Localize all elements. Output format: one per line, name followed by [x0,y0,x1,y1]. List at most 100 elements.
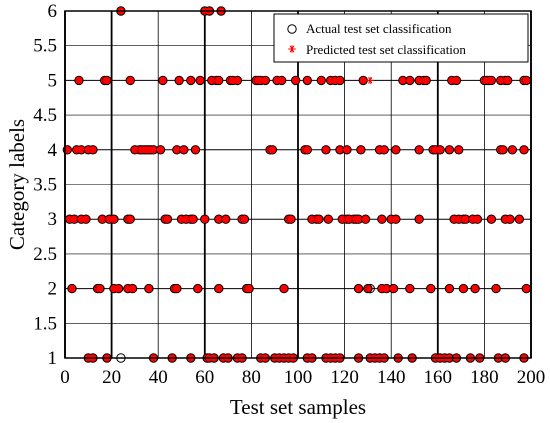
legend-star-icon [288,45,296,53]
predicted-point [278,76,286,84]
predicted-point [222,215,230,223]
predicted-point [380,146,388,154]
predicted-point [487,76,495,84]
predicted-point [317,76,325,84]
x-tick-label: 60 [195,367,214,388]
predicted-point [364,285,372,293]
predicted-point [303,146,311,154]
predicted-point [355,285,363,293]
predicted-point [399,76,407,84]
predicted-point [191,146,199,154]
predicted-point [436,146,444,154]
y-tick-label: 6 [48,1,58,22]
predicted-point [292,76,300,84]
predicted-point [336,76,344,84]
predicted-point [338,215,346,223]
legend: Actual test set classification Predicted… [273,13,529,63]
predicted-point [115,285,123,293]
predicted-point [110,215,118,223]
predicted-point [63,146,71,154]
legend-label-actual: Actual test set classification [306,21,452,36]
x-tick-label: 140 [377,367,406,388]
predicted-point [427,285,435,293]
predicted-point [357,146,365,154]
x-axis-label: Test set samples [230,395,366,419]
predicted-point [406,76,414,84]
x-tick-label: 80 [242,367,261,388]
predicted-point [469,215,477,223]
predicted-point [157,146,165,154]
predicted-point [520,146,528,154]
y-tick-label: 4 [48,140,58,161]
predicted-point [522,285,530,293]
predicted-point [431,146,439,154]
predicted-point [303,76,311,84]
y-tick-label: 2 [48,279,58,300]
y-tick-label: 3 [48,209,58,230]
predicted-point [459,285,467,293]
predicted-point [103,76,111,84]
predicted-point [455,146,463,154]
y-tick-label: 5.5 [33,36,57,57]
y-axis-label: Category labels [5,119,29,250]
predicted-point [196,76,204,84]
predicted-point [336,146,344,154]
predicted-point [392,146,400,154]
predicted-point [522,76,530,84]
predicted-point [499,146,507,154]
predicted-point [126,76,134,84]
predicted-point [75,76,83,84]
predicted-point [189,215,197,223]
plot-frame [64,10,532,359]
predicted-point [131,146,139,154]
x-tick-label: 20 [102,367,121,388]
predicted-point [245,285,253,293]
predicted-point [187,76,195,84]
predicted-point [366,76,374,84]
predicted-point [390,285,398,293]
y-tick-label: 3.5 [33,175,57,196]
x-tick-label: 160 [424,367,453,388]
predicted-point [471,285,479,293]
predicted-point [406,285,414,293]
predicted-point [392,215,400,223]
predicted-point [287,215,295,223]
y-tick-label: 2.5 [33,244,57,265]
x-tick-label: 120 [330,367,359,388]
predicted-point [89,146,97,154]
predicted-point [383,285,391,293]
data-points [62,6,532,363]
predicted-point [355,215,363,223]
predicted-point [504,76,512,84]
predicted-point [129,285,137,293]
predicted-point [173,146,181,154]
predicted-point [215,76,223,84]
y-tick-label: 1 [48,348,58,369]
legend-marker-actual [287,24,297,34]
x-tick-label: 180 [470,367,499,388]
predicted-point [180,146,188,154]
axis-ticks: 0 20 40 60 80 100 120 140 160 180 200 1 1.5 2 2.5 3 3.5 4… [33,1,545,388]
grid-lines [64,10,532,359]
predicted-point [159,76,167,84]
predicted-point [164,215,172,223]
predicted-point [215,215,223,223]
x-tick-label: 0 [60,367,70,388]
legend-marker-predicted [288,45,296,53]
predicted-point [280,285,288,293]
predicted-point [452,76,460,84]
predicted-point [261,76,269,84]
predicted-point [268,146,276,154]
predicted-point [145,285,153,293]
predicted-point [240,215,248,223]
legend-box [273,13,529,63]
predicted-point [173,285,181,293]
predicted-point [492,285,500,293]
predicted-point [126,215,134,223]
predicted-point [178,215,185,223]
predicted-point [68,285,76,293]
predicted-point [343,146,351,154]
predicted-point [359,76,367,84]
y-tick-label: 5 [48,70,58,91]
